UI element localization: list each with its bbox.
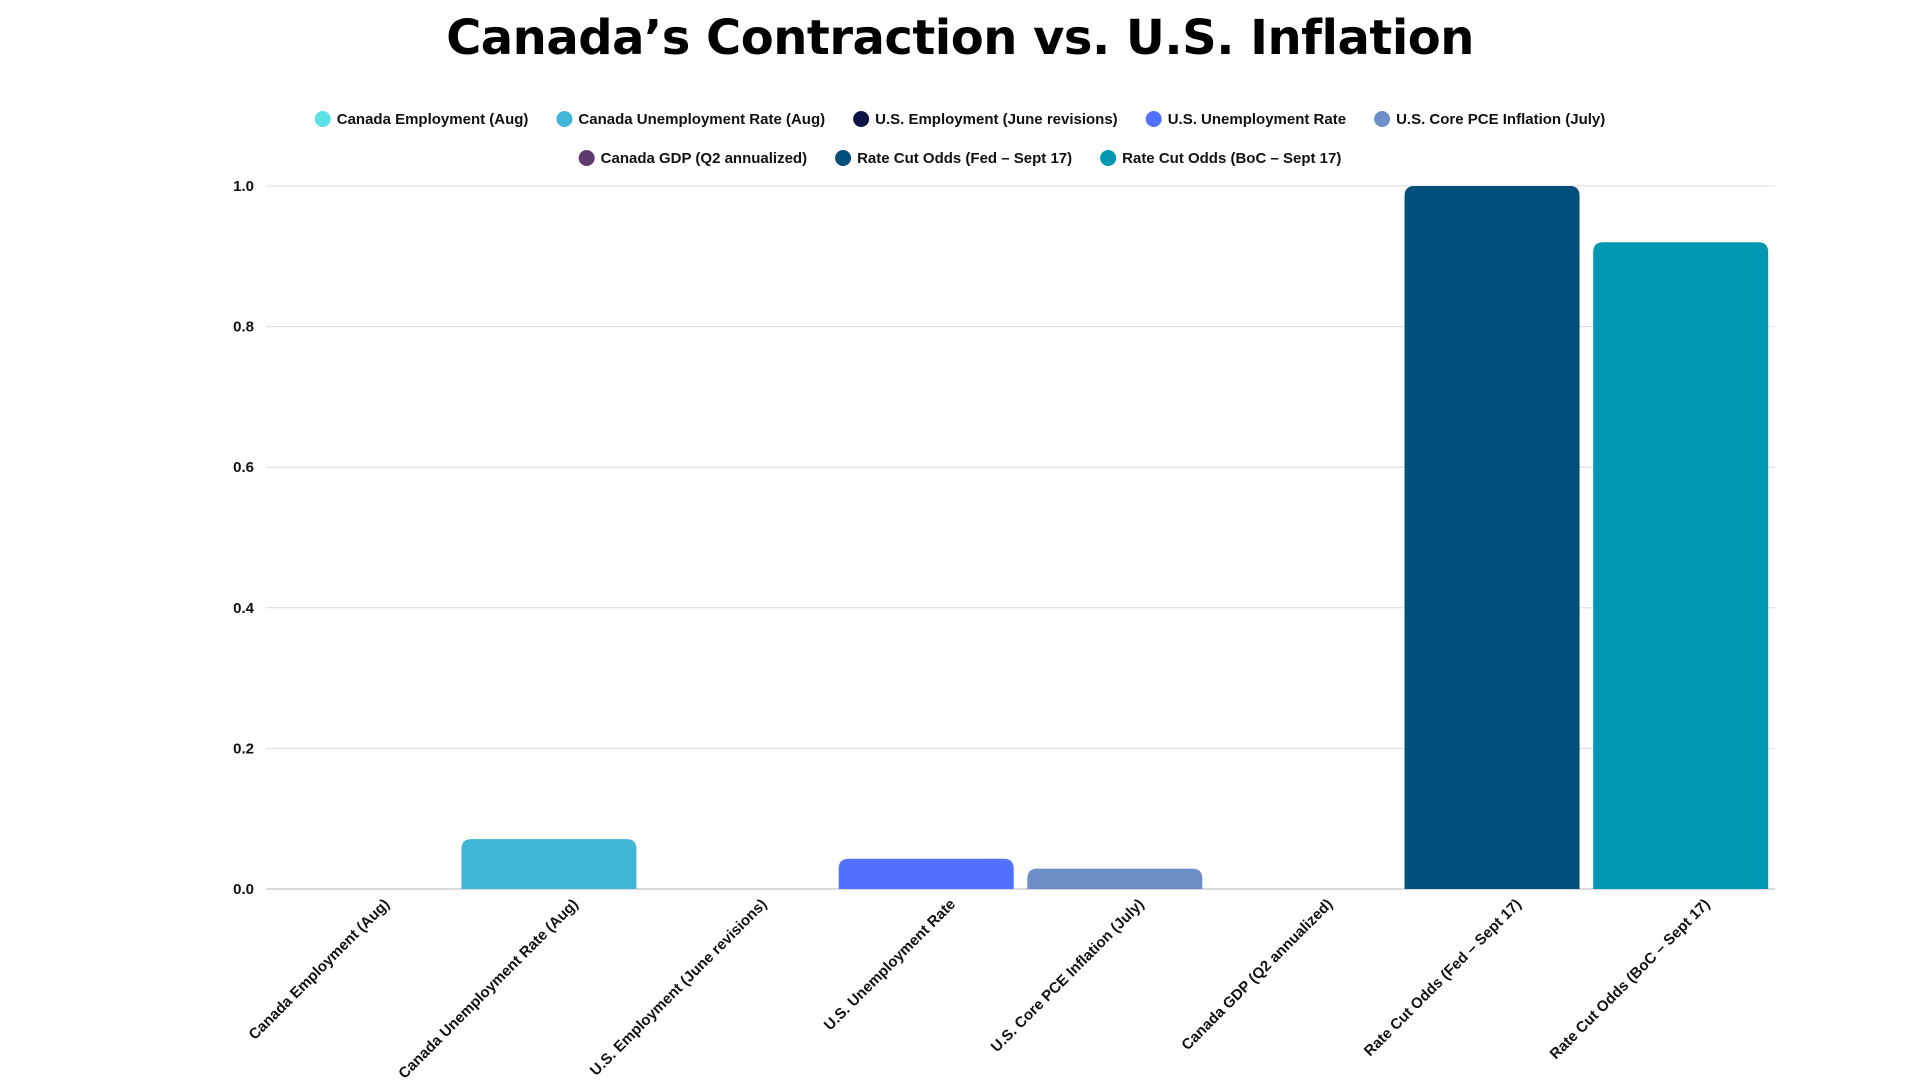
legend-item: Canada GDP (Q2 annualized) xyxy=(578,150,807,167)
legend-item: Canada Employment (Aug) xyxy=(314,111,529,128)
x-tick-label: Rate Cut Odds (Fed – Sept 17) xyxy=(1361,896,1525,1060)
legend-label: Canada Employment (Aug) xyxy=(337,111,529,128)
legend-label: U.S. Employment (June revisions) xyxy=(875,111,1118,128)
x-tick-label: U.S. Unemployment Rate xyxy=(821,896,959,1034)
legend-item: U.S. Core PCE Inflation (July) xyxy=(1374,111,1605,128)
legend-swatch xyxy=(556,111,573,127)
legend-swatch xyxy=(1374,111,1391,127)
chart-grid: 0.0 0.2 0.4 0.6 0.8 1.0 xyxy=(233,178,1775,898)
y-tick-label: 0.4 xyxy=(233,600,255,617)
bar xyxy=(461,839,637,889)
legend-label: U.S. Core PCE Inflation (July) xyxy=(1396,111,1605,128)
chart-title: Canada’s Contraction vs. U.S. Inflation xyxy=(446,10,1474,66)
y-tick-label: 0.0 xyxy=(233,881,254,898)
x-axis-labels: Canada Employment (Aug) Canada Unemployme… xyxy=(246,896,1714,1080)
legend-item: U.S. Unemployment Rate xyxy=(1145,111,1346,128)
y-tick-label: 1.0 xyxy=(233,178,254,195)
chart-bars xyxy=(461,186,1769,890)
legend-swatch xyxy=(314,111,331,127)
x-tick-label: U.S. Employment (June revisions) xyxy=(587,896,771,1080)
legend-swatch xyxy=(1100,150,1117,166)
bar xyxy=(1593,242,1769,890)
legend-item: U.S. Employment (June revisions) xyxy=(853,111,1118,128)
y-tick-label: 0.8 xyxy=(233,319,254,336)
legend-label: Rate Cut Odds (Fed – Sept 17) xyxy=(857,150,1072,167)
x-tick-label: Rate Cut Odds (BoC – Sept 17) xyxy=(1546,896,1713,1063)
legend-item: Canada Unemployment Rate (Aug) xyxy=(556,111,825,128)
legend-item: Rate Cut Odds (Fed – Sept 17) xyxy=(835,150,1072,167)
legend-swatch xyxy=(1145,111,1162,127)
x-tick-label: U.S. Core PCE Inflation (July) xyxy=(988,896,1148,1056)
legend-swatch xyxy=(835,150,852,166)
bar xyxy=(838,858,1014,889)
legend-swatch xyxy=(578,150,595,166)
legend-label: Canada Unemployment Rate (Aug) xyxy=(578,111,825,128)
legend-label: U.S. Unemployment Rate xyxy=(1168,111,1346,128)
legend-swatch xyxy=(853,111,870,127)
x-tick-label: Canada Unemployment Rate (Aug) xyxy=(395,896,581,1080)
y-tick-label: 0.2 xyxy=(233,740,254,757)
legend-label: Rate Cut Odds (BoC – Sept 17) xyxy=(1122,150,1341,167)
x-tick-label: Canada GDP (Q2 annualized) xyxy=(1178,896,1336,1054)
y-tick-label: 0.6 xyxy=(233,459,254,476)
legend-label: Canada GDP (Q2 annualized) xyxy=(601,150,807,167)
bar xyxy=(1404,186,1580,889)
legend-item: Rate Cut Odds (BoC – Sept 17) xyxy=(1100,150,1341,167)
x-tick-label: Canada Employment (Aug) xyxy=(246,896,394,1044)
chart-legend: Canada Employment (Aug) Canada Unemployme… xyxy=(314,111,1605,167)
bar xyxy=(1027,868,1203,889)
